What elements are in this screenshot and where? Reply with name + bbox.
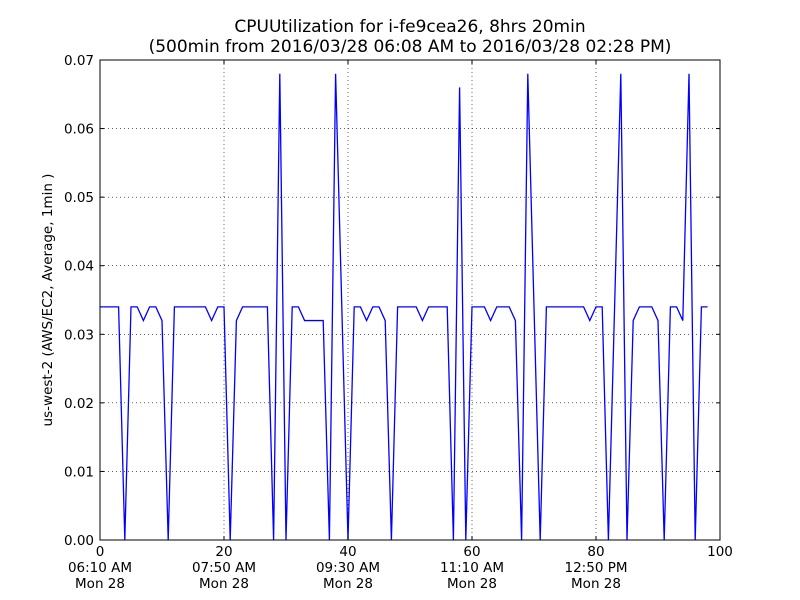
x-tick-label: 07:50 AM — [192, 560, 256, 576]
x-tick-label: Mon 28 — [571, 576, 621, 592]
y-tick-label: 0.04 — [64, 259, 94, 275]
x-tick-label: Mon 28 — [75, 576, 125, 592]
plot-area-frame — [99, 59, 721, 541]
x-tick-label: Mon 28 — [447, 576, 497, 592]
axis-ticks — [99, 59, 721, 541]
x-tick-label: 20 — [215, 544, 232, 560]
x-tick-label: 06:10 AM — [68, 560, 132, 576]
x-tick-label: 60 — [463, 544, 480, 560]
y-tick-label: 0.03 — [64, 327, 94, 343]
chart-title: CPUUtilization for i-fe9cea26, 8hrs 20mi… — [234, 17, 585, 37]
x-tick-label: Mon 28 — [323, 576, 373, 592]
x-tick-label: 12:50 PM — [565, 560, 628, 576]
y-tick-label: 0.05 — [64, 190, 94, 206]
y-axis-label: us-west-2 (AWS/EC2, Average, 1min ) — [40, 174, 56, 427]
x-tick-label: 0 — [96, 544, 105, 560]
y-tick-label: 0.06 — [64, 122, 94, 138]
x-tick-label: 09:30 AM — [316, 560, 380, 576]
y-tick-label: 0.02 — [64, 396, 94, 412]
x-tick-label: Mon 28 — [199, 576, 249, 592]
x-tick-label: 11:10 AM — [440, 560, 504, 576]
x-tick-label: 100 — [707, 544, 733, 560]
series-layer — [99, 73, 708, 541]
chart-subtitle: (500min from 2016/03/28 06:08 AM to 2016… — [149, 37, 672, 57]
y-tick-labels: 0.00 0.01 0.02 0.03 0.04 0.05 0.06 0.07 — [64, 53, 94, 549]
x-tick-label: 40 — [339, 544, 356, 560]
grid-lines — [100, 60, 720, 540]
y-tick-label: 0.07 — [64, 53, 94, 69]
y-tick-label: 0.01 — [64, 464, 94, 480]
x-tick-label: 80 — [587, 544, 604, 560]
y-tick-label: 0.00 — [64, 533, 94, 549]
